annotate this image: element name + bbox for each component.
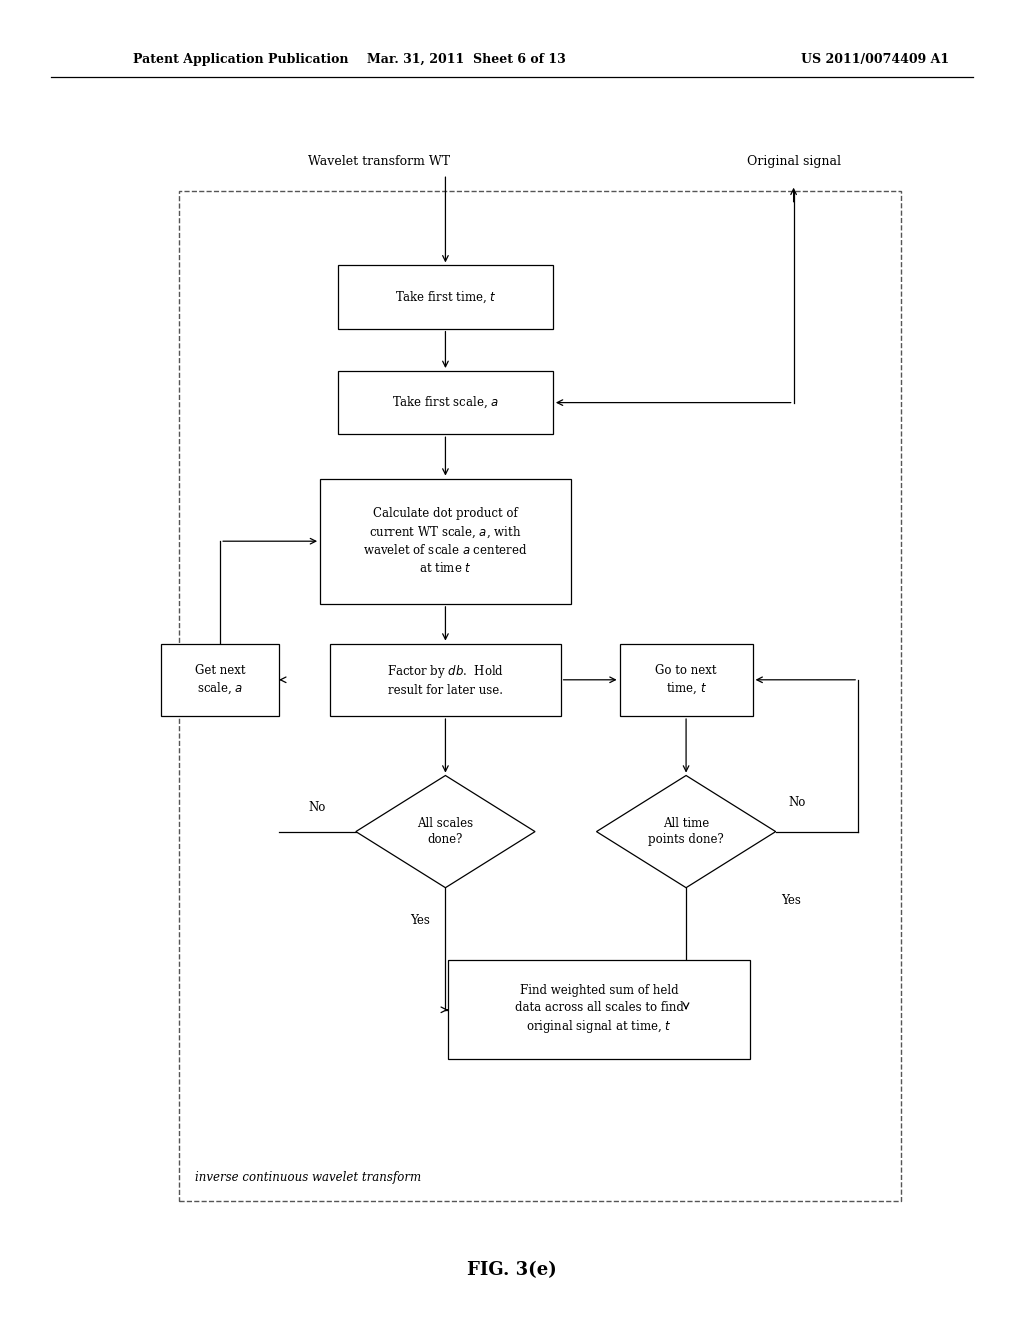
Text: Take first scale, $a$: Take first scale, $a$: [392, 395, 499, 411]
FancyBboxPatch shape: [338, 265, 553, 329]
Text: Find weighted sum of held
data across all scales to find
original signal at time: Find weighted sum of held data across al…: [515, 985, 683, 1035]
FancyBboxPatch shape: [338, 371, 553, 434]
Polygon shape: [356, 776, 535, 887]
Text: All time
points done?: All time points done?: [648, 817, 724, 846]
Text: No: No: [309, 801, 326, 814]
Text: US 2011/0074409 A1: US 2011/0074409 A1: [802, 53, 949, 66]
FancyBboxPatch shape: [162, 644, 279, 715]
Text: inverse continuous wavelet transform: inverse continuous wavelet transform: [195, 1171, 421, 1184]
Text: FIG. 3(e): FIG. 3(e): [467, 1261, 557, 1279]
Text: Go to next
time, $t$: Go to next time, $t$: [655, 664, 717, 696]
Polygon shape: [596, 776, 776, 887]
Text: Calculate dot product of
current WT scale, $a$, with
wavelet of scale $a$ center: Calculate dot product of current WT scal…: [364, 507, 527, 576]
FancyBboxPatch shape: [330, 644, 561, 715]
Text: Yes: Yes: [781, 895, 801, 907]
Text: All scales
done?: All scales done?: [418, 817, 473, 846]
Text: Original signal: Original signal: [746, 154, 841, 168]
Text: Get next
scale, $a$: Get next scale, $a$: [195, 664, 246, 696]
Text: Wavelet transform WT: Wavelet transform WT: [308, 154, 450, 168]
Text: Take first time, $t$: Take first time, $t$: [394, 289, 497, 305]
Text: Yes: Yes: [411, 915, 430, 927]
Text: Factor by $db$.  Hold
result for later use.: Factor by $db$. Hold result for later us…: [387, 663, 504, 697]
Text: Mar. 31, 2011  Sheet 6 of 13: Mar. 31, 2011 Sheet 6 of 13: [367, 53, 565, 66]
Text: Patent Application Publication: Patent Application Publication: [133, 53, 348, 66]
FancyBboxPatch shape: [620, 644, 753, 715]
Text: No: No: [788, 796, 805, 809]
FancyBboxPatch shape: [449, 961, 750, 1059]
FancyBboxPatch shape: [319, 479, 571, 605]
